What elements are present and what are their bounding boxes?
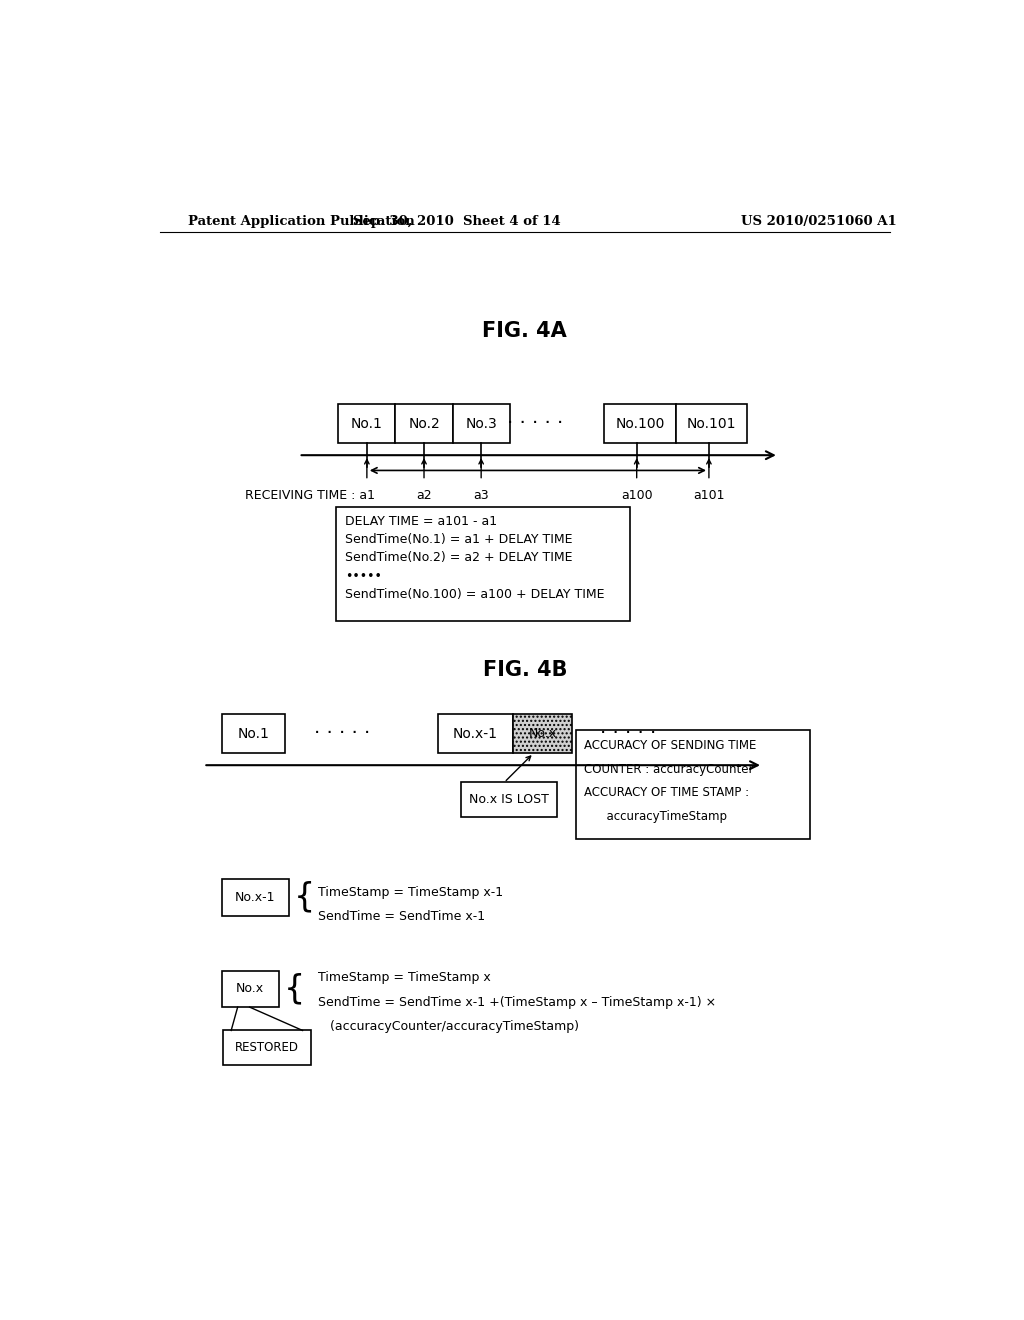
- Bar: [338, 404, 395, 444]
- Text: ACCURACY OF SENDING TIME: ACCURACY OF SENDING TIME: [585, 739, 757, 752]
- Text: · · · · ·: · · · · ·: [600, 725, 656, 743]
- Text: a101: a101: [693, 490, 725, 503]
- Bar: [221, 970, 279, 1007]
- Text: No.x-1: No.x-1: [236, 891, 275, 904]
- Text: No.x: No.x: [528, 727, 557, 741]
- Bar: [223, 1031, 310, 1065]
- Text: FIG. 4B: FIG. 4B: [482, 660, 567, 680]
- Text: a100: a100: [621, 490, 652, 503]
- Text: (accuracyCounter/accuracyTimeStamp): (accuracyCounter/accuracyTimeStamp): [318, 1020, 580, 1034]
- Text: RESTORED: RESTORED: [234, 1041, 299, 1055]
- Text: {: {: [284, 973, 305, 1006]
- Text: · · · · ·: · · · · ·: [507, 414, 563, 433]
- Text: SendTime(No.2) = a2 + DELAY TIME: SendTime(No.2) = a2 + DELAY TIME: [345, 552, 573, 565]
- Bar: [221, 714, 285, 752]
- Bar: [604, 404, 676, 444]
- Text: No.1: No.1: [351, 417, 383, 430]
- Bar: [513, 714, 572, 752]
- Text: Patent Application Publication: Patent Application Publication: [187, 215, 415, 228]
- Text: TimeStamp = TimeStamp x: TimeStamp = TimeStamp x: [318, 972, 492, 985]
- Text: a2: a2: [416, 490, 432, 503]
- Text: No.3: No.3: [465, 417, 497, 430]
- Text: Sep. 30, 2010  Sheet 4 of 14: Sep. 30, 2010 Sheet 4 of 14: [353, 215, 561, 228]
- Bar: [676, 404, 746, 444]
- Text: accuracyTimeStamp: accuracyTimeStamp: [585, 809, 727, 822]
- Text: RECEIVING TIME : a1: RECEIVING TIME : a1: [246, 490, 376, 503]
- Text: SendTime(No.100) = a100 + DELAY TIME: SendTime(No.100) = a100 + DELAY TIME: [345, 587, 605, 601]
- Text: FIG. 4A: FIG. 4A: [482, 321, 567, 341]
- Bar: [461, 783, 557, 817]
- Bar: [336, 507, 630, 620]
- Text: •••••: •••••: [345, 570, 382, 582]
- Text: No.x-1: No.x-1: [453, 727, 498, 741]
- Bar: [577, 730, 811, 840]
- Bar: [395, 404, 453, 444]
- Text: · · · · ·: · · · · ·: [314, 725, 371, 743]
- Text: TimeStamp = TimeStamp x-1: TimeStamp = TimeStamp x-1: [318, 886, 504, 899]
- Text: No.100: No.100: [615, 417, 665, 430]
- Text: a3: a3: [473, 490, 489, 503]
- Text: SendTime = SendTime x-1 +(TimeStamp x – TimeStamp x-1) ×: SendTime = SendTime x-1 +(TimeStamp x – …: [318, 995, 717, 1008]
- Text: No.101: No.101: [686, 417, 736, 430]
- Bar: [453, 404, 510, 444]
- Text: No.x IS LOST: No.x IS LOST: [469, 793, 549, 807]
- Bar: [221, 879, 289, 916]
- Text: No.x: No.x: [237, 982, 264, 995]
- Text: ACCURACY OF TIME STAMP :: ACCURACY OF TIME STAMP :: [585, 787, 750, 799]
- Text: COUNTER : accuracyCounter: COUNTER : accuracyCounter: [585, 763, 754, 776]
- Text: SendTime = SendTime x-1: SendTime = SendTime x-1: [318, 909, 485, 923]
- Bar: [437, 714, 513, 752]
- Text: US 2010/0251060 A1: US 2010/0251060 A1: [740, 215, 896, 228]
- Text: SendTime(No.1) = a1 + DELAY TIME: SendTime(No.1) = a1 + DELAY TIME: [345, 533, 573, 546]
- Text: No.2: No.2: [409, 417, 440, 430]
- Text: {: {: [294, 880, 315, 913]
- Text: DELAY TIME = a101 - a1: DELAY TIME = a101 - a1: [345, 515, 498, 528]
- Text: No.1: No.1: [238, 727, 269, 741]
